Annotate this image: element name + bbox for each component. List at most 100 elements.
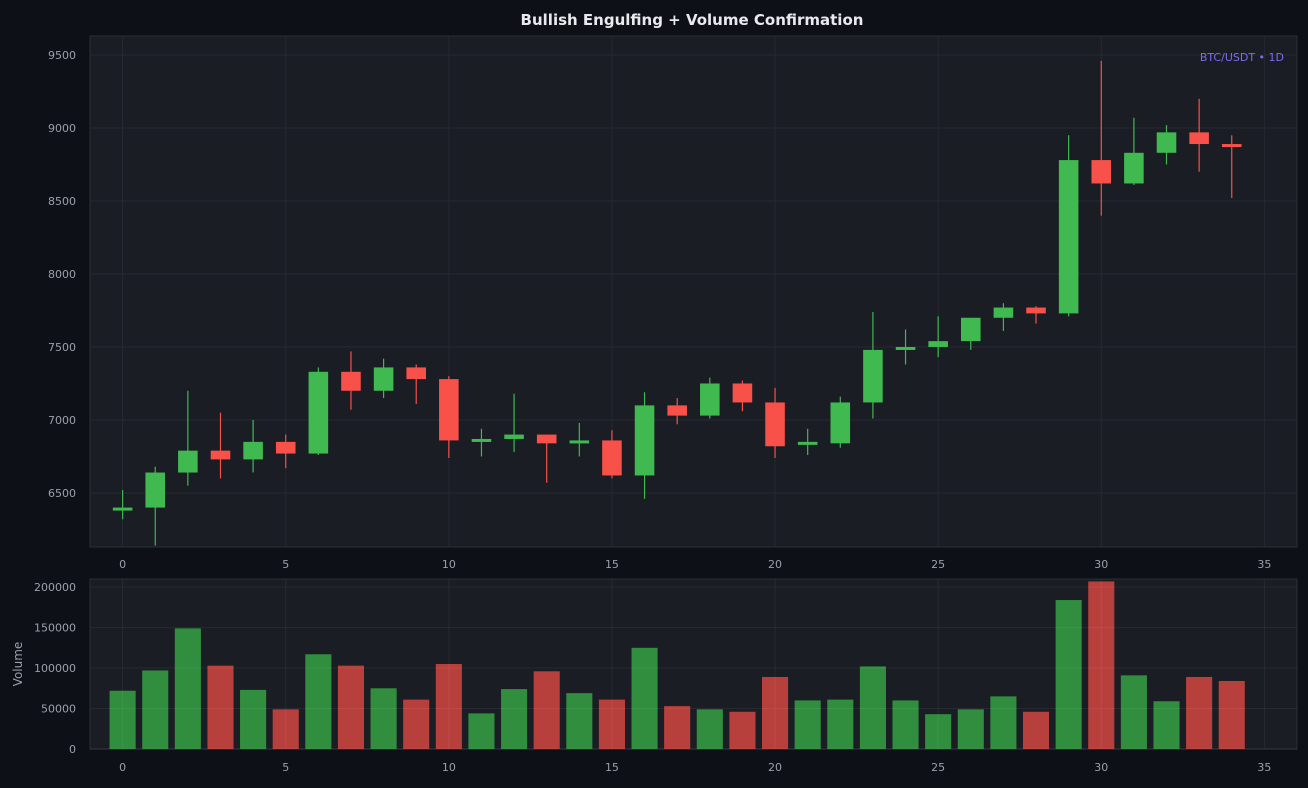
candle-body bbox=[145, 472, 166, 508]
volume-bar bbox=[696, 709, 723, 749]
candle-body bbox=[634, 405, 655, 476]
candle-body bbox=[700, 383, 720, 416]
volume-bar bbox=[859, 666, 886, 749]
volume-x-tick-label: 35 bbox=[1257, 761, 1271, 774]
candle-body bbox=[732, 383, 753, 403]
volume-bar bbox=[1120, 675, 1147, 749]
candle-body bbox=[504, 434, 524, 439]
candle-body bbox=[471, 438, 492, 442]
candle-body bbox=[536, 434, 557, 444]
price-candles bbox=[112, 60, 1242, 546]
price-y-tick-label: 9500 bbox=[48, 49, 76, 62]
candle-body bbox=[960, 317, 981, 342]
candle-body bbox=[1156, 132, 1177, 153]
volume-bar bbox=[1022, 711, 1050, 749]
candle-body bbox=[406, 367, 427, 380]
price-y-axis: 6500 7000 7500 8000 8500 9000 9500 bbox=[48, 49, 76, 500]
volume-bar bbox=[1186, 676, 1213, 749]
volume-bars bbox=[109, 581, 1245, 749]
volume-y-tick-label: 50000 bbox=[41, 703, 76, 716]
volume-x-tick-label: 30 bbox=[1094, 761, 1108, 774]
candle-body bbox=[243, 441, 263, 460]
volume-bar bbox=[435, 664, 462, 749]
candle-body bbox=[602, 440, 622, 476]
volume-bar bbox=[892, 700, 919, 749]
candle-body bbox=[1091, 160, 1112, 184]
volume-bar bbox=[533, 671, 560, 749]
candle-body bbox=[863, 349, 883, 403]
candle-body bbox=[667, 405, 687, 416]
volume-bar bbox=[631, 647, 658, 749]
price-x-tick-label: 30 bbox=[1094, 558, 1108, 571]
candle-body bbox=[895, 346, 916, 350]
volume-bar bbox=[468, 713, 495, 749]
candle-body bbox=[1124, 152, 1144, 184]
candle-body bbox=[1058, 160, 1079, 314]
price-x-tick-label: 0 bbox=[119, 558, 126, 571]
price-x-tick-label: 15 bbox=[605, 558, 619, 571]
candle-body bbox=[993, 307, 1014, 318]
volume-bar bbox=[990, 696, 1017, 749]
volume-bar bbox=[729, 711, 756, 749]
price-panel-background bbox=[89, 35, 1298, 548]
volume-x-axis: 0 5 10 15 20 25 30 35 bbox=[119, 761, 1271, 774]
volume-bar bbox=[403, 699, 430, 749]
candle-body bbox=[765, 402, 785, 447]
candle-body bbox=[830, 402, 851, 444]
volume-bar bbox=[240, 689, 267, 749]
symbol-tag: BTC/USDT • 1D bbox=[1200, 51, 1284, 64]
volume-bar bbox=[1055, 600, 1082, 749]
price-y-tick-label: 8000 bbox=[48, 268, 76, 281]
volume-bar bbox=[337, 665, 365, 749]
volume-x-tick-label: 25 bbox=[931, 761, 945, 774]
candle-body bbox=[341, 371, 361, 391]
candle-body bbox=[1221, 144, 1242, 148]
volume-bar bbox=[109, 690, 136, 749]
volume-x-tick-label: 5 bbox=[282, 761, 289, 774]
price-y-tick-label: 8500 bbox=[48, 195, 76, 208]
volume-bar bbox=[305, 654, 332, 749]
volume-bar bbox=[794, 700, 821, 749]
price-x-tick-label: 25 bbox=[931, 558, 945, 571]
price-y-tick-label: 9000 bbox=[48, 122, 76, 135]
volume-y-label: Volume bbox=[11, 642, 25, 687]
volume-bar bbox=[174, 628, 201, 749]
volume-bar bbox=[762, 676, 789, 749]
candle-body bbox=[797, 441, 818, 445]
volume-x-tick-label: 0 bbox=[119, 761, 126, 774]
volume-bar bbox=[370, 688, 397, 749]
volume-bar bbox=[925, 714, 952, 749]
volume-panel-background bbox=[89, 578, 1298, 750]
price-x-tick-label: 20 bbox=[768, 558, 782, 571]
price-x-tick-label: 5 bbox=[282, 558, 289, 571]
chart-title: Bullish Engulfing + Volume Confirmation bbox=[521, 11, 864, 29]
volume-bar bbox=[598, 699, 625, 749]
price-y-tick-label: 7500 bbox=[48, 341, 76, 354]
candle-body bbox=[112, 507, 133, 511]
volume-x-tick-label: 10 bbox=[442, 761, 456, 774]
candle-body bbox=[308, 371, 329, 454]
volume-bar bbox=[272, 709, 299, 749]
volume-bar bbox=[142, 670, 169, 749]
volume-grid bbox=[90, 579, 1297, 750]
volume-bar bbox=[501, 689, 528, 749]
volume-y-tick-label: 150000 bbox=[34, 622, 76, 635]
volume-y-tick-label: 100000 bbox=[34, 662, 76, 675]
volume-bar bbox=[207, 665, 234, 749]
volume-bar bbox=[827, 699, 854, 749]
price-y-tick-label: 7000 bbox=[48, 414, 76, 427]
candle-body bbox=[569, 440, 590, 444]
volume-bar bbox=[1153, 701, 1180, 749]
candle-body bbox=[275, 441, 296, 454]
volume-bar bbox=[664, 706, 691, 749]
candle-body bbox=[373, 367, 394, 391]
candle-body bbox=[1189, 132, 1209, 145]
volume-y-tick-label: 0 bbox=[69, 743, 76, 756]
candle-body bbox=[210, 450, 231, 460]
volume-x-tick-label: 20 bbox=[768, 761, 782, 774]
candle-body bbox=[439, 379, 459, 441]
price-x-tick-label: 10 bbox=[442, 558, 456, 571]
volume-y-tick-label: 200000 bbox=[34, 581, 76, 594]
